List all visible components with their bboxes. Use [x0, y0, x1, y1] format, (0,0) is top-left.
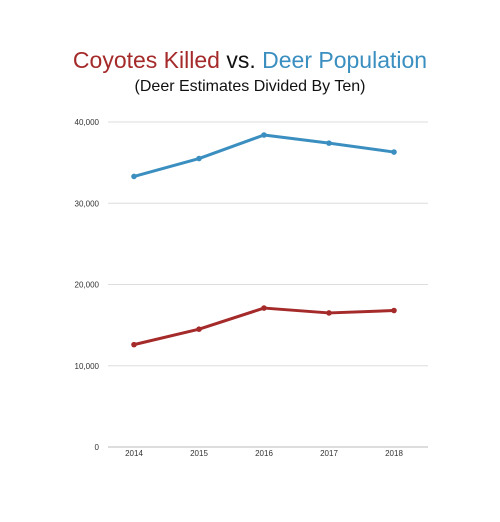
coyotes-killed-line — [132, 306, 396, 347]
x-tick-label: 2015 — [190, 449, 208, 458]
title-vs: vs. — [219, 47, 263, 73]
y-tick-label: 0 — [95, 443, 100, 452]
x-axis-tick-labels: 2014 2015 2016 2017 2018 — [125, 449, 403, 458]
deer-population-line — [132, 133, 396, 178]
x-tick-label: 2016 — [255, 449, 273, 458]
deer-population-point — [261, 132, 267, 138]
y-tick-label: 40,000 — [75, 118, 100, 127]
subtitle-text: (Deer Estimates Divided By Ten) — [134, 78, 366, 95]
title-deer-population: Deer Population — [262, 47, 428, 73]
series-lines — [131, 132, 397, 348]
chart-title: Coyotes Killed vs. Deer Population — [0, 46, 500, 74]
title-coyotes-killed: Coyotes Killed — [72, 47, 220, 73]
coyotes-killed-point — [261, 305, 267, 311]
y-tick-label: 10,000 — [75, 362, 100, 371]
coyotes-killed-point — [326, 310, 332, 316]
x-tick-label: 2017 — [320, 449, 338, 458]
y-tick-label: 20,000 — [75, 281, 100, 290]
deer-population-point — [196, 155, 202, 162]
y-tick-label: 30,000 — [75, 199, 100, 208]
chart-subtitle: (Deer Estimates Divided By Ten) — [0, 77, 500, 97]
y-axis-tick-labels: 0 10,000 20,000 30,000 40,000 — [75, 118, 100, 452]
coyotes-killed-point — [131, 341, 137, 348]
coyotes-killed-point — [196, 326, 202, 332]
x-tick-label: 2018 — [385, 449, 403, 458]
x-tick-label: 2014 — [125, 449, 143, 458]
deer-population-point — [131, 173, 137, 180]
gridlines — [108, 121, 428, 448]
deer-population-point — [391, 149, 397, 155]
deer-population-point — [326, 140, 332, 146]
coyotes-killed-point — [391, 307, 397, 314]
